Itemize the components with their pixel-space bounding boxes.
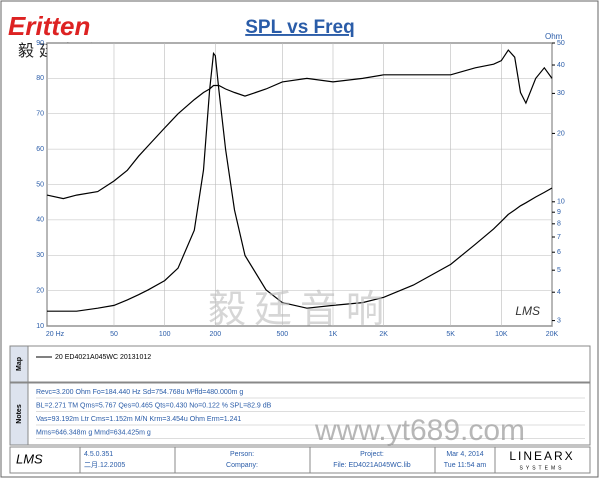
- y-tick-label: 80: [36, 75, 44, 82]
- notes-line: BL=2.271 TM Qms=5.767 Qes=0.465 Qts=0.43…: [36, 402, 272, 409]
- footer-built: 二月.12.2005: [84, 461, 125, 469]
- y2-tick-label: 3: [557, 317, 561, 324]
- y2-tick-label: 9: [557, 209, 561, 216]
- series-line: [47, 51, 553, 312]
- y-tick-label: 70: [36, 111, 44, 118]
- y2-tick-label: 6: [557, 249, 561, 256]
- footer-file: File: ED4021A045WC.lib: [333, 462, 411, 469]
- footer-brand-sub: SYSTEMS: [520, 465, 565, 471]
- x-tick-label: 100: [159, 331, 171, 338]
- footer-company: Company:: [226, 462, 258, 469]
- logo: Eritten: [8, 11, 90, 41]
- x-tick-label: 1K: [329, 331, 338, 338]
- footer-app: LMS: [16, 451, 43, 466]
- watermark-url: www.yt689.com: [314, 414, 525, 447]
- series-line: [46, 49, 553, 200]
- y2-tick-label: 30: [557, 90, 565, 97]
- x-tick-label: 20 Hz: [46, 331, 65, 338]
- y-tick-label: 30: [36, 252, 44, 259]
- y2-tick-label: 20: [557, 130, 565, 137]
- y2-tick-label: 40: [557, 62, 565, 69]
- notes-line: Vas=93.192m Ltr Cms=1.152m M/N Krm=3.454…: [36, 416, 241, 423]
- y2-tick-label: 50: [557, 40, 565, 47]
- y2-tick-label: 5: [557, 267, 561, 274]
- y2-tick-label: 10: [557, 199, 565, 206]
- notes-line: Mms=646.348m g Mmd=634.425m g: [36, 429, 151, 436]
- y2-tick-label: 8: [557, 221, 561, 228]
- footer-person: Person:: [230, 451, 254, 458]
- footer-version: 4.5.0.351: [84, 451, 113, 458]
- chart-title: SPL vs Freq: [245, 17, 354, 38]
- footer-time: Tue 11:54 am: [444, 462, 487, 469]
- map-tab: [9, 345, 29, 383]
- x-tick-label: 2K: [379, 331, 388, 338]
- y2-axis-label: Ohm: [545, 32, 563, 41]
- y2-tick-label: 4: [557, 289, 561, 296]
- y2-tick-label: 7: [557, 234, 561, 241]
- y-tick-label: 50: [36, 181, 44, 188]
- x-tick-label: 10K: [495, 331, 508, 338]
- x-tick-label: 5K: [446, 331, 455, 338]
- x-tick-label: 200: [209, 331, 221, 338]
- y-tick-label: 90: [36, 40, 44, 47]
- footer-project: Project:: [360, 451, 384, 458]
- footer: [9, 446, 591, 474]
- watermark-cn: 毅廷音响: [208, 289, 392, 331]
- y-tick-label: 20: [36, 287, 44, 294]
- x-tick-label: 500: [276, 331, 288, 338]
- footer-brand: LINEARX: [509, 449, 574, 463]
- notes-line: Revc=3.200 Ohm Fo=184.440 Hz Sd=754.768u…: [36, 389, 243, 396]
- x-tick-label: 50: [110, 331, 118, 338]
- y-tick-label: 10: [36, 323, 44, 330]
- map-label: Map: [16, 357, 23, 371]
- legend-entry: 20 ED4021A045WC 20131012: [55, 354, 151, 361]
- plot-watermark: LMS: [515, 304, 540, 318]
- y-tick-label: 60: [36, 146, 44, 153]
- plot: 20 Hz 50 100 200 500 1K 2K 5K 10K 20K 10 20 30 40 50 60…: [36, 40, 565, 338]
- y-tick-label: 40: [36, 217, 44, 224]
- notes-tab: [9, 382, 29, 446]
- footer-date: Mar 4, 2014: [446, 451, 483, 458]
- x-tick-label: 20K: [546, 331, 559, 338]
- notes-label: Notes: [16, 404, 23, 424]
- notes-lines: Revc=3.200 Ohm Fo=184.440 Hz Sd=754.768u…: [36, 389, 585, 439]
